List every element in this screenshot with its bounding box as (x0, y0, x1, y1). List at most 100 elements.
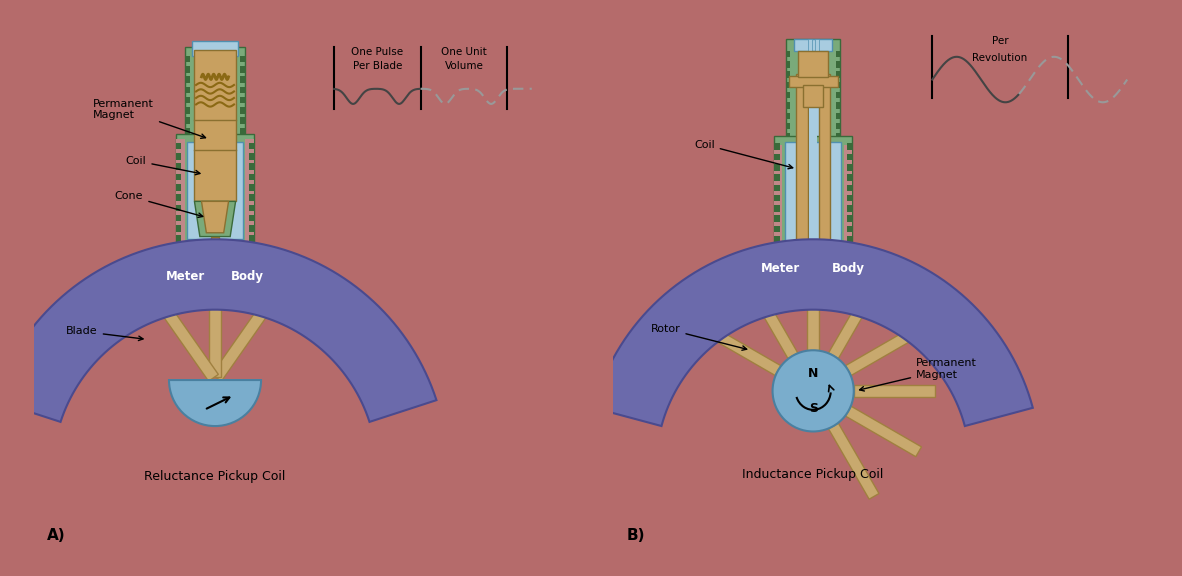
Text: Blade: Blade (66, 327, 143, 340)
FancyBboxPatch shape (808, 98, 818, 250)
FancyBboxPatch shape (836, 71, 840, 78)
Polygon shape (853, 385, 935, 396)
FancyBboxPatch shape (836, 92, 840, 98)
FancyBboxPatch shape (176, 164, 182, 170)
FancyBboxPatch shape (786, 61, 791, 67)
FancyBboxPatch shape (836, 103, 840, 109)
FancyBboxPatch shape (176, 139, 184, 242)
FancyBboxPatch shape (786, 143, 791, 150)
FancyBboxPatch shape (186, 118, 189, 124)
Polygon shape (829, 283, 879, 358)
FancyBboxPatch shape (844, 145, 852, 253)
FancyBboxPatch shape (176, 225, 182, 232)
FancyBboxPatch shape (786, 39, 840, 153)
FancyBboxPatch shape (774, 184, 780, 191)
FancyBboxPatch shape (846, 175, 852, 181)
FancyBboxPatch shape (774, 175, 780, 181)
FancyBboxPatch shape (248, 143, 254, 149)
FancyBboxPatch shape (786, 51, 791, 58)
Circle shape (773, 350, 853, 431)
FancyBboxPatch shape (774, 226, 780, 232)
FancyBboxPatch shape (240, 138, 245, 145)
FancyBboxPatch shape (240, 97, 245, 103)
Text: Permanent
Magnet: Permanent Magnet (93, 98, 206, 138)
Polygon shape (593, 239, 1033, 426)
FancyBboxPatch shape (240, 128, 245, 134)
FancyBboxPatch shape (814, 39, 819, 153)
Text: Per Blade: Per Blade (352, 60, 402, 71)
Text: N: N (808, 367, 818, 380)
FancyBboxPatch shape (176, 153, 182, 160)
Polygon shape (793, 250, 833, 280)
FancyBboxPatch shape (804, 85, 823, 107)
FancyBboxPatch shape (186, 128, 189, 134)
FancyBboxPatch shape (186, 97, 189, 103)
Text: Body: Body (832, 262, 865, 275)
FancyBboxPatch shape (186, 86, 189, 93)
FancyBboxPatch shape (186, 138, 189, 145)
Text: Revolution: Revolution (973, 52, 1027, 63)
FancyBboxPatch shape (240, 107, 245, 113)
FancyBboxPatch shape (786, 92, 791, 98)
FancyBboxPatch shape (186, 66, 189, 73)
Text: Meter: Meter (761, 262, 800, 275)
Polygon shape (807, 269, 819, 350)
Text: One Pulse: One Pulse (351, 47, 403, 57)
Text: B): B) (626, 528, 645, 543)
FancyBboxPatch shape (788, 76, 838, 86)
Polygon shape (785, 250, 842, 283)
FancyBboxPatch shape (786, 112, 791, 119)
FancyBboxPatch shape (774, 154, 780, 160)
FancyBboxPatch shape (240, 118, 245, 124)
FancyBboxPatch shape (836, 123, 840, 130)
FancyBboxPatch shape (786, 82, 791, 88)
Polygon shape (195, 202, 235, 237)
FancyBboxPatch shape (240, 76, 245, 83)
FancyBboxPatch shape (774, 145, 782, 253)
FancyBboxPatch shape (210, 237, 220, 261)
FancyBboxPatch shape (846, 226, 852, 232)
FancyBboxPatch shape (186, 76, 189, 83)
Text: Per: Per (992, 36, 1008, 46)
FancyBboxPatch shape (774, 215, 780, 222)
Polygon shape (845, 406, 922, 457)
FancyBboxPatch shape (208, 58, 213, 147)
Polygon shape (704, 325, 781, 376)
FancyBboxPatch shape (186, 107, 189, 113)
FancyBboxPatch shape (240, 86, 245, 93)
FancyBboxPatch shape (176, 194, 182, 201)
FancyBboxPatch shape (774, 236, 780, 242)
FancyBboxPatch shape (846, 247, 852, 253)
FancyBboxPatch shape (774, 164, 780, 170)
Text: One Unit: One Unit (441, 47, 487, 57)
Text: Cone: Cone (115, 191, 203, 217)
FancyBboxPatch shape (836, 51, 840, 58)
FancyBboxPatch shape (217, 58, 221, 147)
FancyBboxPatch shape (798, 51, 829, 77)
FancyBboxPatch shape (248, 153, 254, 160)
FancyBboxPatch shape (836, 82, 840, 88)
Text: Meter: Meter (165, 270, 204, 283)
FancyBboxPatch shape (248, 194, 254, 201)
FancyBboxPatch shape (846, 195, 852, 202)
Polygon shape (161, 306, 219, 381)
FancyBboxPatch shape (176, 184, 182, 191)
FancyBboxPatch shape (786, 133, 791, 139)
Polygon shape (845, 325, 922, 376)
FancyBboxPatch shape (836, 112, 840, 119)
Text: A): A) (47, 528, 66, 543)
FancyBboxPatch shape (795, 74, 807, 250)
FancyBboxPatch shape (195, 50, 235, 202)
Polygon shape (747, 283, 798, 358)
FancyBboxPatch shape (248, 164, 254, 170)
FancyBboxPatch shape (176, 204, 182, 211)
FancyBboxPatch shape (846, 205, 852, 211)
FancyBboxPatch shape (785, 142, 842, 250)
FancyBboxPatch shape (846, 154, 852, 160)
FancyBboxPatch shape (808, 282, 818, 303)
Text: Inductance Pickup Coil: Inductance Pickup Coil (742, 468, 884, 480)
FancyBboxPatch shape (176, 174, 182, 180)
FancyBboxPatch shape (786, 71, 791, 78)
FancyBboxPatch shape (836, 133, 840, 139)
Text: Reluctance Pickup Coil: Reluctance Pickup Coil (144, 470, 286, 483)
